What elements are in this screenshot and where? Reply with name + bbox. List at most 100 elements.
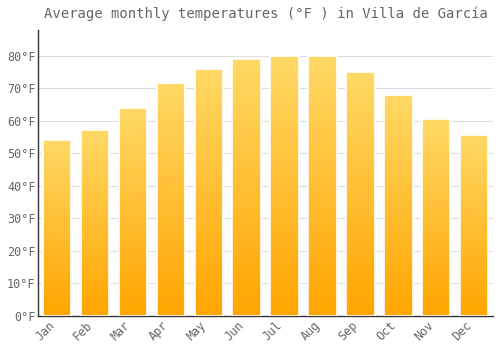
Bar — [119, 274, 147, 277]
Bar — [308, 121, 336, 123]
Bar — [43, 304, 72, 306]
Bar — [384, 110, 412, 112]
Bar — [384, 214, 412, 216]
Bar — [384, 281, 412, 283]
Bar — [422, 164, 450, 166]
Bar — [232, 200, 261, 203]
Bar — [119, 116, 147, 118]
Bar — [460, 162, 488, 164]
Bar — [308, 212, 336, 215]
Bar — [119, 191, 147, 193]
Bar — [270, 123, 299, 126]
Bar — [43, 230, 72, 232]
Bar — [156, 111, 185, 113]
Bar — [194, 133, 223, 135]
Bar — [346, 172, 374, 174]
Bar — [422, 263, 450, 265]
Bar — [346, 309, 374, 311]
Bar — [156, 256, 185, 258]
Bar — [119, 279, 147, 281]
Bar — [43, 270, 72, 272]
Bar — [232, 177, 261, 180]
Bar — [81, 277, 110, 279]
Bar — [384, 263, 412, 265]
Bar — [270, 175, 299, 178]
Bar — [156, 274, 185, 276]
Bar — [422, 210, 450, 212]
Bar — [43, 203, 72, 205]
Bar — [194, 69, 223, 71]
Bar — [270, 103, 299, 105]
Bar — [232, 110, 261, 113]
Bar — [156, 186, 185, 188]
Bar — [460, 148, 488, 150]
Bar — [422, 222, 450, 223]
Bar — [308, 175, 336, 178]
Bar — [119, 114, 147, 116]
Bar — [232, 72, 261, 74]
Bar — [460, 278, 488, 280]
Bar — [346, 131, 374, 133]
Bar — [422, 154, 450, 156]
Bar — [232, 128, 261, 131]
Bar — [422, 294, 450, 296]
Bar — [194, 210, 223, 212]
Bar — [194, 120, 223, 123]
Bar — [346, 126, 374, 128]
Bar — [81, 205, 110, 206]
Bar — [422, 162, 450, 164]
Bar — [308, 136, 336, 139]
Bar — [460, 206, 488, 208]
Bar — [232, 172, 261, 175]
Bar — [460, 238, 488, 240]
Bar — [346, 262, 374, 265]
Bar — [346, 82, 374, 84]
Bar — [81, 245, 110, 247]
Bar — [270, 186, 299, 188]
Bar — [232, 146, 261, 149]
Bar — [43, 209, 72, 210]
Bar — [460, 217, 488, 218]
Bar — [81, 249, 110, 251]
Bar — [270, 181, 299, 183]
Bar — [270, 108, 299, 110]
Bar — [270, 230, 299, 233]
Bar — [308, 157, 336, 160]
Bar — [81, 221, 110, 223]
Bar — [422, 279, 450, 281]
Bar — [346, 118, 374, 121]
Bar — [308, 69, 336, 71]
Bar — [81, 156, 110, 158]
Bar — [346, 274, 374, 277]
Bar — [156, 120, 185, 123]
Bar — [460, 222, 488, 224]
Bar — [156, 286, 185, 288]
Bar — [194, 266, 223, 269]
Bar — [346, 304, 374, 306]
Bar — [43, 175, 72, 177]
Bar — [81, 285, 110, 286]
Bar — [119, 237, 147, 239]
Bar — [232, 252, 261, 254]
Bar — [422, 131, 450, 133]
Bar — [346, 179, 374, 182]
Bar — [81, 255, 110, 257]
Bar — [384, 234, 412, 236]
Bar — [346, 243, 374, 245]
Bar — [156, 125, 185, 127]
Bar — [232, 116, 261, 118]
Bar — [43, 218, 72, 219]
Bar — [194, 116, 223, 118]
Bar — [194, 234, 223, 237]
Bar — [308, 222, 336, 225]
Bar — [194, 212, 223, 215]
Bar — [194, 158, 223, 160]
Bar — [422, 137, 450, 139]
Bar — [422, 282, 450, 285]
Bar — [460, 146, 488, 148]
Bar — [270, 256, 299, 259]
Bar — [270, 79, 299, 82]
Bar — [43, 219, 72, 221]
Bar — [232, 59, 261, 61]
Bar — [422, 125, 450, 127]
